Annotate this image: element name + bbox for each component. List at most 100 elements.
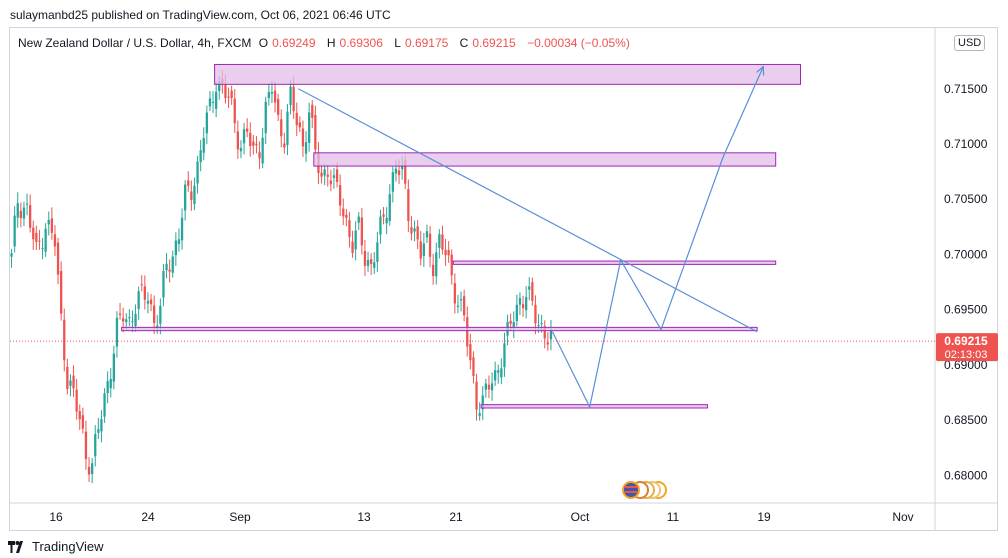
candle-body [425,231,429,238]
candle-body [453,283,456,304]
currency-badge[interactable]: USD [954,35,986,51]
candle-body [286,111,289,146]
candle-body [199,150,202,163]
candle-body [444,249,447,256]
supply-demand-zone[interactable] [313,152,777,167]
candle-body [441,234,444,250]
tradingview-logo-icon [8,540,23,553]
candle-body [162,271,165,298]
candle-body [422,243,425,256]
candle-body [100,419,103,432]
candle-body [304,142,308,154]
candle-body [295,112,298,126]
candle-body [283,143,286,148]
candle-body [13,215,16,247]
footer-brand[interactable]: TradingView [8,539,104,554]
candle-body [50,218,53,233]
high-label: H [326,36,336,50]
low-value: 0.69175 [404,36,449,50]
x-tick-label: Nov [892,510,913,524]
candle-body [19,210,22,219]
candle-body [233,98,236,124]
change-value: −0.00034 (−0.05%) [527,36,630,50]
candle-body [143,286,146,300]
supply-demand-zone[interactable] [121,326,758,332]
y-tick-label: 0.70000 [944,247,988,261]
trendline[interactable] [298,88,758,333]
candle-body [481,395,484,410]
candle-body [463,296,466,316]
supply-demand-zone[interactable] [480,404,709,409]
candle-body [140,284,143,286]
x-tick-label: 19 [757,510,771,524]
candle-body [487,384,491,390]
candle-body [63,319,66,361]
candle-body [118,313,122,316]
candle-body [94,433,97,457]
candle-body [47,220,50,225]
candle-body [354,230,357,250]
candle-body [258,152,261,159]
candle-body [25,203,29,205]
candle-body [326,174,329,177]
candle-body [122,318,125,322]
x-tick-label: Sep [229,510,251,524]
candle-body [78,411,81,420]
candle-body [329,180,332,185]
candle-body [131,321,134,323]
candle-body [91,463,94,474]
candle-body [273,90,277,103]
candle-body [407,189,410,221]
candle-body [494,370,497,381]
candle-body [404,160,407,184]
candle-body [112,353,115,382]
candle-body [115,317,119,347]
candle-body [339,185,342,206]
candle-body [190,191,193,200]
supply-demand-zone[interactable] [452,260,777,265]
candle-body [193,185,196,205]
candle-body [385,217,388,224]
supply-demand-zone[interactable] [214,63,802,85]
x-tick-label: 11 [667,510,680,524]
candle-body [528,286,531,290]
candle-body [153,305,156,324]
symbol-name[interactable]: New Zealand Dollar / U.S. Dollar, 4h, FX… [18,36,252,50]
candle-body [22,207,26,219]
candle-body [438,234,441,248]
candle-body [165,263,168,271]
close-label: C [459,36,469,50]
candle-body [512,322,515,328]
candle-body [497,370,500,373]
candle-body [366,259,370,266]
candle-body [128,317,131,319]
candle-body [159,305,162,324]
candle-body [518,298,522,305]
candle-body [177,239,181,245]
close-value: 0.69215 [472,36,516,50]
candle-body [187,180,190,186]
candle-body [106,381,109,394]
candle-body [134,313,137,327]
candle-body [53,234,57,247]
last-price-tag[interactable] [936,333,998,362]
candle-body [10,253,13,257]
candle-body [345,214,348,219]
x-tick-label: 24 [141,510,155,524]
candle-body [277,98,280,115]
candle-body [515,304,518,321]
y-tick-label: 0.69000 [944,358,988,372]
projection-path[interactable] [551,66,764,409]
candle-body [301,128,305,147]
candle-body [180,217,184,241]
candle-body [459,298,463,301]
candle-body [224,85,227,99]
candle-body [81,415,84,429]
candle-body [292,86,295,112]
candle-body [205,112,208,134]
candle-body [280,119,283,137]
candle-body [546,342,549,345]
us-flag-icon[interactable] [622,481,640,499]
us-flag-stripe [624,486,638,488]
